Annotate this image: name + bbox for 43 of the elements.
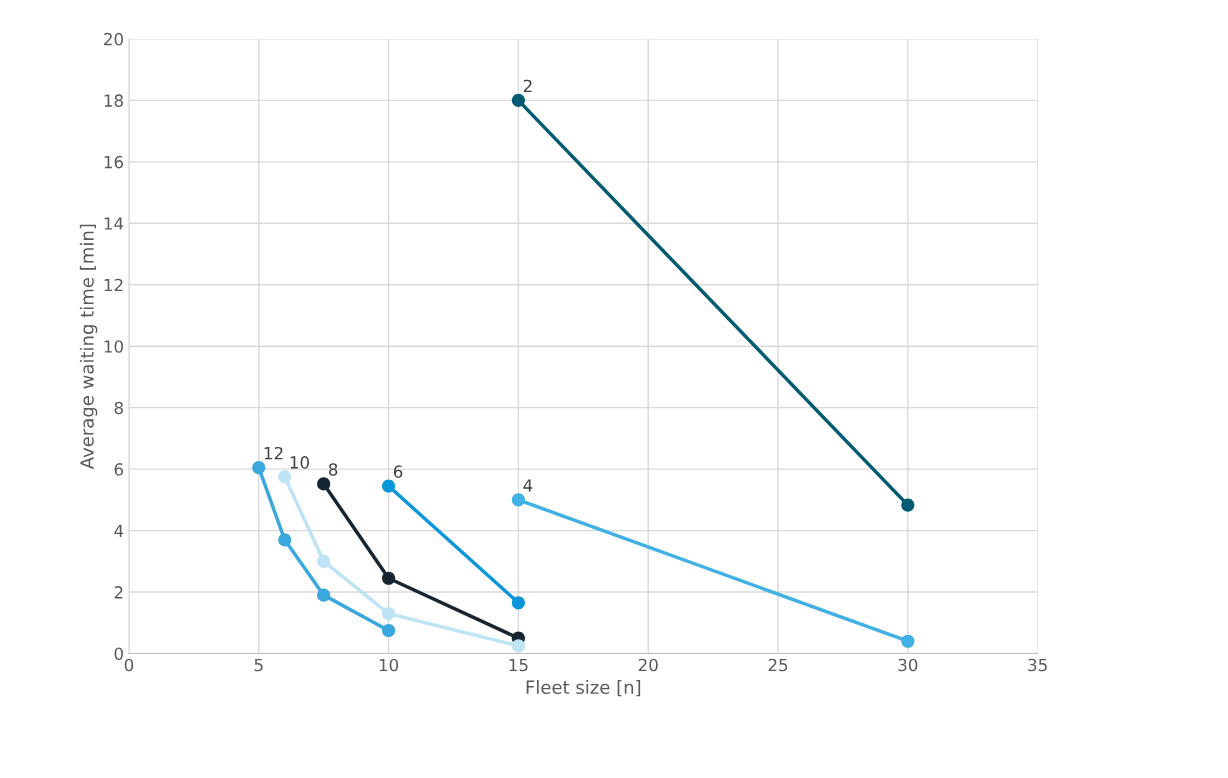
x-tick-label: 0 (124, 658, 134, 672)
y-tick-label: 2 (114, 586, 123, 599)
y-axis-title: Average waiting time [min] (79, 224, 98, 470)
point (381, 571, 396, 585)
series-label: 6 (393, 465, 403, 478)
x-tick-label: 10 (379, 658, 399, 672)
point (511, 596, 525, 610)
series-label: 10 (290, 456, 309, 469)
y-tick-label: 12 (104, 278, 123, 292)
point (511, 93, 525, 107)
point (278, 533, 292, 547)
point (252, 461, 266, 475)
y-tick-label: 4 (114, 524, 124, 537)
point (381, 606, 396, 621)
x-tick-label: 20 (638, 658, 658, 672)
point (901, 634, 915, 648)
x-tick-label: 15 (509, 658, 528, 672)
x-tick-label: 25 (768, 658, 788, 672)
y-tick-label: 20 (104, 32, 123, 46)
series-label: 12 (264, 446, 283, 460)
y-tick-label: 16 (104, 155, 124, 169)
y-tick-label: 10 (104, 340, 123, 353)
point (381, 479, 396, 493)
y-tick-label: 8 (114, 401, 123, 415)
point (511, 493, 525, 507)
x-tick-label: 35 (1028, 658, 1047, 672)
y-tick-label: 6 (114, 463, 124, 476)
point (381, 623, 396, 638)
point (317, 554, 331, 568)
y-tick-label: 0 (114, 647, 123, 661)
x-tick-label: 30 (898, 658, 918, 672)
point (317, 588, 331, 602)
point (317, 477, 331, 491)
x-axis-title: Fleet size [n] (526, 680, 641, 697)
point (511, 639, 525, 653)
y-tick-label: 14 (104, 217, 124, 230)
x-tick-label: 5 (254, 658, 263, 672)
series-label: 2 (523, 79, 532, 93)
series-label: 4 (523, 479, 533, 492)
point (278, 470, 292, 484)
y-tick-label: 18 (104, 94, 123, 107)
series-label: 8 (328, 463, 338, 476)
point (901, 498, 915, 512)
